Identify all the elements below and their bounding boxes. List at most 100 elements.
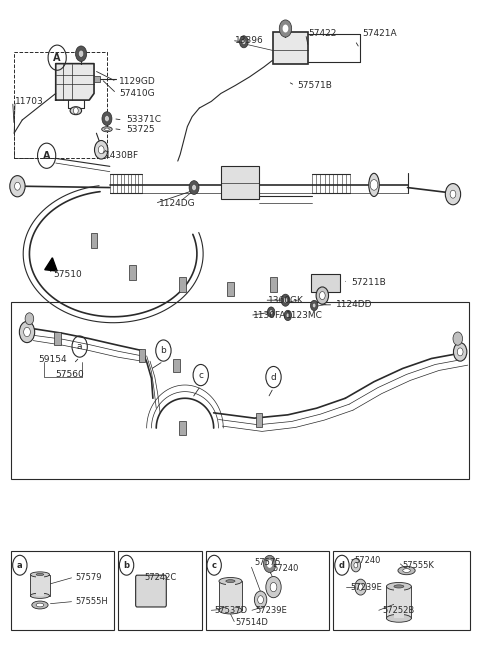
Text: A: A: [43, 151, 50, 161]
Circle shape: [270, 582, 277, 592]
Bar: [173, 359, 180, 372]
Circle shape: [267, 307, 275, 317]
Text: 57252B: 57252B: [383, 606, 415, 615]
Bar: [311, 274, 339, 292]
Circle shape: [284, 310, 291, 321]
Bar: [273, 32, 309, 64]
Circle shape: [267, 560, 273, 568]
Circle shape: [370, 179, 378, 190]
Polygon shape: [56, 64, 94, 100]
Ellipse shape: [36, 603, 44, 607]
Text: 57240: 57240: [355, 556, 381, 565]
Circle shape: [192, 185, 196, 191]
Circle shape: [316, 287, 328, 304]
Text: 57560: 57560: [56, 370, 84, 379]
Ellipse shape: [102, 127, 112, 131]
Text: 1360GK: 1360GK: [268, 295, 304, 305]
Text: 57537D: 57537D: [215, 606, 248, 615]
Bar: [129, 265, 136, 280]
Text: 1124DG: 1124DG: [158, 199, 195, 208]
Text: 59154: 59154: [38, 355, 67, 365]
Bar: [270, 277, 277, 291]
Text: 1123MC: 1123MC: [286, 311, 323, 320]
Ellipse shape: [105, 128, 109, 130]
Ellipse shape: [398, 566, 415, 575]
Ellipse shape: [219, 607, 242, 614]
Text: 57239E: 57239E: [255, 606, 287, 615]
Bar: [94, 76, 100, 82]
Text: a: a: [77, 342, 83, 351]
Bar: [91, 233, 97, 248]
Circle shape: [240, 36, 248, 48]
Text: 11703: 11703: [15, 97, 44, 106]
Circle shape: [279, 20, 292, 37]
Circle shape: [269, 309, 273, 315]
Ellipse shape: [386, 614, 411, 622]
Bar: [205, 550, 329, 630]
Circle shape: [75, 46, 87, 62]
Circle shape: [354, 562, 358, 568]
Circle shape: [266, 576, 281, 598]
Text: 57579: 57579: [75, 573, 101, 582]
Text: a: a: [17, 560, 23, 570]
Bar: [394, 586, 404, 618]
Bar: [256, 413, 263, 428]
FancyBboxPatch shape: [136, 575, 166, 607]
Text: b: b: [160, 346, 166, 355]
Bar: [219, 581, 242, 610]
Ellipse shape: [403, 568, 410, 572]
Circle shape: [254, 591, 267, 608]
Text: 57239E: 57239E: [350, 582, 382, 592]
Circle shape: [311, 300, 318, 311]
Bar: [227, 282, 234, 296]
Text: c: c: [212, 560, 216, 570]
Circle shape: [98, 146, 104, 154]
Ellipse shape: [369, 173, 379, 197]
Text: 57571B: 57571B: [298, 81, 332, 90]
Circle shape: [320, 291, 325, 299]
Text: d: d: [271, 373, 276, 382]
Circle shape: [358, 584, 363, 590]
Bar: [386, 586, 411, 618]
Circle shape: [242, 39, 246, 44]
Bar: [30, 574, 49, 596]
Bar: [226, 581, 235, 610]
Circle shape: [258, 596, 264, 604]
Circle shape: [450, 190, 456, 198]
Bar: [36, 574, 44, 596]
Ellipse shape: [394, 585, 404, 588]
Text: b: b: [123, 560, 130, 570]
Bar: [221, 167, 259, 199]
Text: 57510: 57510: [53, 270, 82, 279]
Bar: [179, 277, 186, 291]
Circle shape: [102, 112, 112, 125]
Text: c: c: [198, 371, 203, 380]
Circle shape: [284, 297, 288, 303]
Circle shape: [351, 558, 360, 572]
Text: 57555K: 57555K: [403, 560, 434, 570]
Circle shape: [14, 182, 20, 190]
Text: 57555H: 57555H: [75, 597, 108, 606]
Circle shape: [24, 327, 30, 337]
Bar: [11, 301, 469, 479]
Circle shape: [286, 313, 289, 318]
Text: 57211B: 57211B: [351, 278, 386, 287]
Ellipse shape: [36, 574, 44, 576]
Text: 1129GD: 1129GD: [120, 77, 156, 86]
Circle shape: [25, 313, 34, 325]
Circle shape: [264, 555, 276, 572]
Circle shape: [457, 348, 463, 356]
Text: 1130FA: 1130FA: [253, 311, 287, 320]
Ellipse shape: [219, 578, 242, 585]
Text: 57514D: 57514D: [235, 618, 268, 627]
Ellipse shape: [70, 107, 82, 115]
Text: 57242C: 57242C: [144, 572, 177, 582]
Bar: [54, 332, 60, 345]
Text: 53725: 53725: [126, 125, 155, 134]
Text: 1430BF: 1430BF: [105, 151, 139, 159]
Circle shape: [445, 183, 461, 205]
Bar: [118, 550, 202, 630]
Text: 57421A: 57421A: [362, 29, 396, 39]
Text: 13396: 13396: [235, 36, 264, 45]
Bar: [139, 349, 145, 363]
